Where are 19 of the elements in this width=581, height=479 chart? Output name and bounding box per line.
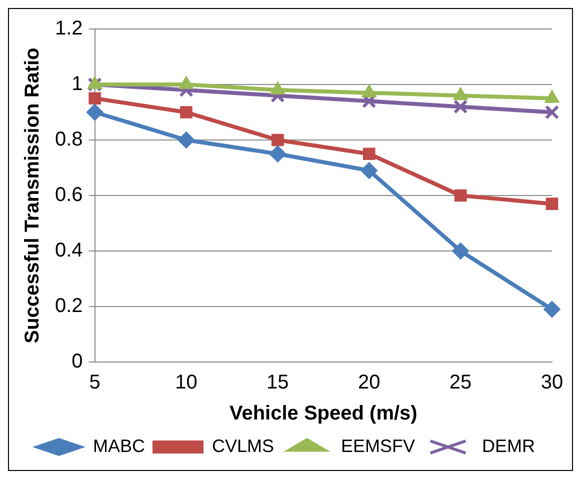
y-axis-title: Successful Transmission Ratio [22,48,44,344]
x-tick-label: 25 [449,372,472,394]
y-tick-label: 1 [72,73,83,96]
x-tick-label: 20 [358,372,380,394]
x-tick-label: 15 [266,372,289,394]
y-tick-label: 0.4 [54,240,83,262]
legend-label: EEMSFV [341,436,416,456]
y-tick-label: 0.6 [54,184,83,206]
x-tick-label: 5 [89,372,100,394]
y-tick-label: 0 [72,350,83,373]
y-tick-label: 0.8 [54,128,83,151]
y-tick-label: 0.2 [54,295,83,318]
x-tick-label: 10 [175,372,198,394]
legend-label: DEMR [482,436,536,456]
x-tick-label: 30 [540,372,564,394]
y-tick-label: 1.2 [54,18,83,40]
x-axis-title: Vehicle Speed (m/s) [229,402,418,425]
legend-label: CVLMS [212,436,274,456]
legend-label: MABC [92,436,145,456]
